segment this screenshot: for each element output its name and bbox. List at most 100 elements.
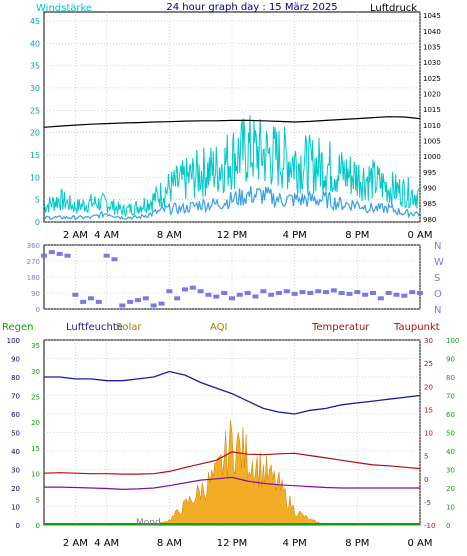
wind-average-line <box>43 186 421 221</box>
time-tick-label: 4 AM <box>94 538 119 549</box>
direction-point <box>260 289 267 294</box>
direction-point <box>80 299 87 304</box>
direction-point <box>252 294 259 299</box>
direction-point <box>393 292 400 297</box>
aqi-tick-label: 50 <box>446 430 455 438</box>
wind-gust-line <box>43 115 420 218</box>
page-title: 24 hour graph day : 15 März 2025 <box>166 2 337 13</box>
pressure-tick-label: 1005 <box>423 138 441 146</box>
wind-tick-label: 5 <box>35 196 40 205</box>
rain-tick-label: 35 <box>31 342 40 350</box>
direction-point <box>377 296 384 301</box>
direction-point <box>142 296 149 301</box>
direction-point <box>283 289 290 294</box>
legend-humidity: Luftfeuchte <box>66 322 123 333</box>
rain-tick-label: 20 <box>31 419 40 427</box>
humidity-tick-label: 50 <box>11 430 20 438</box>
aqi-tick-label: 30 <box>446 467 455 475</box>
wind-tick-label: 40 <box>30 39 40 48</box>
temperature-line <box>43 451 421 475</box>
rain-tick-label: 5 <box>36 496 40 504</box>
temperature-tick-label: 20 <box>424 383 433 391</box>
temperature-tick-label: 15 <box>424 406 433 414</box>
direction-point <box>401 293 408 298</box>
legend-aqi: AQI <box>210 322 228 333</box>
aqi-tick-label: 0 <box>446 522 450 530</box>
aqi-tick-label: 100 <box>446 337 459 345</box>
direction-letter: N <box>434 241 441 252</box>
direction-tick-label: 0 <box>36 306 40 314</box>
humidity-tick-label: 90 <box>11 356 20 364</box>
direction-letter: W <box>434 257 444 268</box>
pressure-tick-label: 980 <box>423 216 436 224</box>
direction-point <box>111 257 118 262</box>
direction-point <box>354 290 361 295</box>
rain-tick-label: 15 <box>31 445 40 453</box>
wind-tick-label: 45 <box>30 17 40 26</box>
direction-point <box>95 299 102 304</box>
pressure-tick-label: 1010 <box>423 122 441 130</box>
aqi-tick-label: 40 <box>446 448 455 456</box>
time-tick-label: 2 AM <box>63 538 88 549</box>
direction-point <box>338 291 345 295</box>
direction-point <box>150 303 157 308</box>
direction-tick-label: 360 <box>27 242 40 250</box>
pressure-tick-label: 985 <box>423 200 436 208</box>
time-tick-label: 12 PM <box>217 230 248 241</box>
wind-tick-label: 25 <box>30 106 40 115</box>
pressure-tick-label: 1035 <box>423 43 441 51</box>
pressure-tick-label: 995 <box>423 169 436 177</box>
direction-point <box>166 289 173 294</box>
time-tick-label: 12 PM <box>217 538 248 549</box>
moon-label: Mond <box>136 518 161 528</box>
direction-point <box>291 291 298 296</box>
direction-point <box>268 292 275 297</box>
temperature-tick-label: 0 <box>424 476 428 484</box>
temperature-tick-label: -10 <box>424 522 435 530</box>
direction-point <box>370 291 376 295</box>
direction-point <box>64 253 71 258</box>
direction-point <box>236 292 243 297</box>
humidity-tick-label: 100 <box>7 337 20 345</box>
aqi-tick-label: 80 <box>446 374 455 382</box>
direction-point <box>213 294 220 299</box>
direction-point <box>56 251 63 256</box>
pressure-tick-label: 1015 <box>423 106 441 114</box>
direction-point <box>323 290 329 295</box>
direction-tick-label: 270 <box>27 258 40 266</box>
time-tick-label: 4 PM <box>283 230 307 241</box>
humidity-tick-label: 10 <box>11 504 20 512</box>
rain-tick-label: 30 <box>31 368 40 376</box>
legend-temperature: Temperatur <box>311 322 370 333</box>
direction-point <box>174 296 181 301</box>
humidity-tick-label: 60 <box>11 411 20 419</box>
pressure-line <box>43 116 421 128</box>
direction-point <box>205 292 212 297</box>
pressure-tick-label: 1045 <box>423 12 441 20</box>
direction-letter: O <box>434 289 442 300</box>
temperature-tick-label: 25 <box>424 360 433 368</box>
direction-point <box>127 299 134 304</box>
time-tick-label: 8 PM <box>345 538 369 549</box>
humidity-tick-label: 70 <box>11 393 20 401</box>
direction-point <box>103 253 110 258</box>
pressure-tick-label: 1025 <box>423 75 441 83</box>
direction-point <box>409 290 416 295</box>
time-tick-label: 8 PM <box>345 230 369 241</box>
legend-rain: Regen <box>2 322 34 333</box>
pressure-tick-label: 990 <box>423 185 436 193</box>
time-tick-label: 4 AM <box>94 230 119 241</box>
wind-axis-title: Windstärke <box>36 3 92 14</box>
legend-solar: Solar <box>116 322 142 333</box>
direction-point <box>48 250 55 255</box>
direction-point <box>197 289 204 294</box>
pressure-tick-label: 1030 <box>423 59 441 67</box>
direction-point <box>244 291 251 295</box>
humidity-tick-label: 40 <box>11 448 20 456</box>
direction-point <box>72 292 79 297</box>
wind-tick-label: 20 <box>30 129 40 138</box>
temperature-tick-label: -5 <box>424 499 431 507</box>
direction-point <box>119 303 126 308</box>
wind-tick-label: 0 <box>35 218 40 227</box>
